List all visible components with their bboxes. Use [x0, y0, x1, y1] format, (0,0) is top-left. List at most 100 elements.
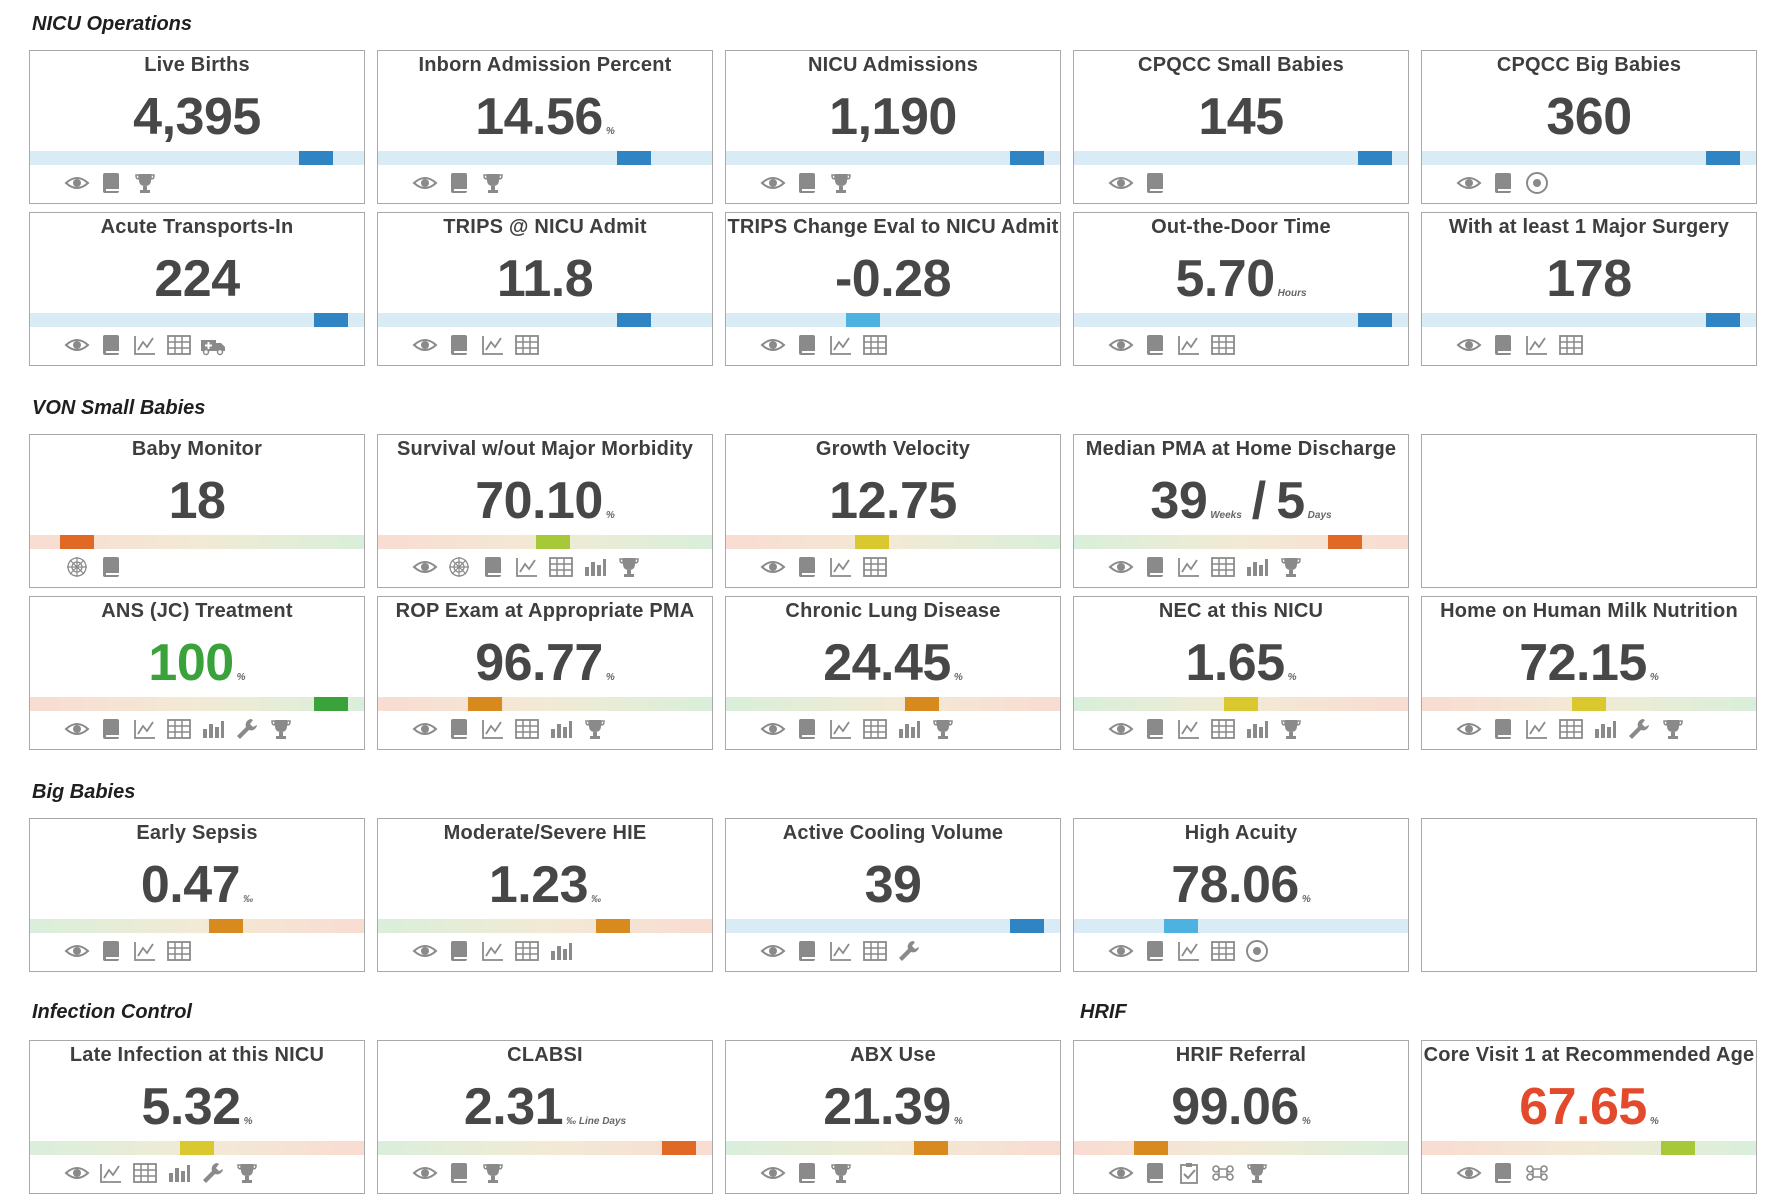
metric-card-high-acuity[interactable]: High Acuity 78.06% [1073, 818, 1409, 972]
table-icon[interactable] [1210, 333, 1236, 357]
book-icon[interactable] [1490, 717, 1516, 741]
metric-card-abx-use[interactable]: ABX Use 21.39% [725, 1040, 1061, 1194]
eye-icon[interactable] [1108, 939, 1134, 963]
metric-card-with-at-least-1-major-surgery[interactable]: With at least 1 Major Surgery 178 [1421, 212, 1757, 366]
metric-card-rop-exam-at-appropriate-pma[interactable]: ROP Exam at Appropriate PMA 96.77% [377, 596, 713, 750]
eye-icon[interactable] [1108, 333, 1134, 357]
metric-card-active-cooling-volume[interactable]: Active Cooling Volume 39 [725, 818, 1061, 972]
command-icon[interactable] [1210, 1161, 1236, 1185]
metric-card-inborn-admission-percent[interactable]: Inborn Admission Percent 14.56% [377, 50, 713, 204]
line-chart-icon[interactable] [828, 333, 854, 357]
book-icon[interactable] [1490, 1161, 1516, 1185]
ambulance-icon[interactable] [200, 333, 226, 357]
book-icon[interactable] [1142, 555, 1168, 579]
table-icon[interactable] [166, 333, 192, 357]
eye-icon[interactable] [64, 1161, 90, 1185]
table-icon[interactable] [166, 717, 192, 741]
metric-card-late-infection-at-this-nicu[interactable]: Late Infection at this NICU 5.32% [29, 1040, 365, 1194]
eye-icon[interactable] [412, 171, 438, 195]
eye-icon[interactable] [1108, 717, 1134, 741]
book-icon[interactable] [794, 171, 820, 195]
eye-icon[interactable] [760, 555, 786, 579]
eye-icon[interactable] [64, 333, 90, 357]
command-icon[interactable] [1524, 1161, 1550, 1185]
book-icon[interactable] [794, 555, 820, 579]
trophy-icon[interactable] [828, 171, 854, 195]
eye-icon[interactable] [1108, 555, 1134, 579]
eye-icon[interactable] [1108, 1161, 1134, 1185]
bar-chart-icon[interactable] [1244, 555, 1270, 579]
table-icon[interactable] [862, 333, 888, 357]
eye-icon[interactable] [760, 1161, 786, 1185]
book-icon[interactable] [98, 939, 124, 963]
table-icon[interactable] [514, 939, 540, 963]
trophy-icon[interactable] [132, 171, 158, 195]
eye-icon[interactable] [760, 333, 786, 357]
book-icon[interactable] [1142, 1161, 1168, 1185]
web-icon[interactable] [64, 555, 90, 579]
table-icon[interactable] [862, 939, 888, 963]
book-icon[interactable] [98, 555, 124, 579]
book-icon[interactable] [1490, 333, 1516, 357]
trophy-icon[interactable] [234, 1161, 260, 1185]
line-chart-icon[interactable] [828, 939, 854, 963]
book-icon[interactable] [446, 939, 472, 963]
book-icon[interactable] [1142, 717, 1168, 741]
line-chart-icon[interactable] [1524, 333, 1550, 357]
wrench-icon[interactable] [234, 717, 260, 741]
line-chart-icon[interactable] [480, 333, 506, 357]
wrench-icon[interactable] [896, 939, 922, 963]
eye-icon[interactable] [1456, 717, 1482, 741]
eye-icon[interactable] [412, 939, 438, 963]
trophy-icon[interactable] [268, 717, 294, 741]
book-icon[interactable] [98, 717, 124, 741]
eye-icon[interactable] [412, 333, 438, 357]
trophy-icon[interactable] [930, 717, 956, 741]
bar-chart-icon[interactable] [548, 717, 574, 741]
eye-icon[interactable] [1456, 1161, 1482, 1185]
book-icon[interactable] [98, 171, 124, 195]
trophy-icon[interactable] [1660, 717, 1686, 741]
line-chart-icon[interactable] [828, 555, 854, 579]
eye-icon[interactable] [1456, 171, 1482, 195]
bar-chart-icon[interactable] [200, 717, 226, 741]
metric-card-cpqcc-big-babies[interactable]: CPQCC Big Babies 360 [1421, 50, 1757, 204]
metric-card-clabsi[interactable]: CLABSI 2.31 ‰ Line Days [377, 1040, 713, 1194]
table-icon[interactable] [514, 333, 540, 357]
metric-card-nec-at-this-nicu[interactable]: NEC at this NICU 1.65% [1073, 596, 1409, 750]
line-chart-icon[interactable] [480, 717, 506, 741]
book-icon[interactable] [98, 333, 124, 357]
line-chart-icon[interactable] [132, 939, 158, 963]
metric-card-cpqcc-small-babies[interactable]: CPQCC Small Babies 145 [1073, 50, 1409, 204]
target-icon[interactable] [1244, 939, 1270, 963]
line-chart-icon[interactable] [1176, 717, 1202, 741]
line-chart-icon[interactable] [1176, 333, 1202, 357]
table-icon[interactable] [1210, 939, 1236, 963]
metric-card-hrif-referral[interactable]: HRIF Referral 99.06% [1073, 1040, 1409, 1194]
book-icon[interactable] [446, 171, 472, 195]
book-icon[interactable] [1490, 171, 1516, 195]
metric-card-home-on-human-milk-nutrition[interactable]: Home on Human Milk Nutrition 72.15% [1421, 596, 1757, 750]
wrench-icon[interactable] [1626, 717, 1652, 741]
line-chart-icon[interactable] [1524, 717, 1550, 741]
book-icon[interactable] [1142, 333, 1168, 357]
metric-card-early-sepsis[interactable]: Early Sepsis 0.47 ‰ [29, 818, 365, 972]
metric-card-baby-monitor[interactable]: Baby Monitor 18 [29, 434, 365, 588]
table-icon[interactable] [1210, 555, 1236, 579]
checklist-icon[interactable] [1176, 1161, 1202, 1185]
book-icon[interactable] [480, 555, 506, 579]
book-icon[interactable] [794, 333, 820, 357]
eye-icon[interactable] [64, 171, 90, 195]
line-chart-icon[interactable] [1176, 555, 1202, 579]
bar-chart-icon[interactable] [166, 1161, 192, 1185]
book-icon[interactable] [794, 1161, 820, 1185]
web-icon[interactable] [446, 555, 472, 579]
bar-chart-icon[interactable] [1592, 717, 1618, 741]
metric-card-moderate-severe-hie[interactable]: Moderate/Severe HIE 1.23 ‰ [377, 818, 713, 972]
eye-icon[interactable] [1108, 171, 1134, 195]
line-chart-icon[interactable] [514, 555, 540, 579]
trophy-icon[interactable] [582, 717, 608, 741]
line-chart-icon[interactable] [480, 939, 506, 963]
table-icon[interactable] [1558, 333, 1584, 357]
metric-card-survival-w-out-major-morbidity[interactable]: Survival w/out Major Morbidity 70.10% [377, 434, 713, 588]
